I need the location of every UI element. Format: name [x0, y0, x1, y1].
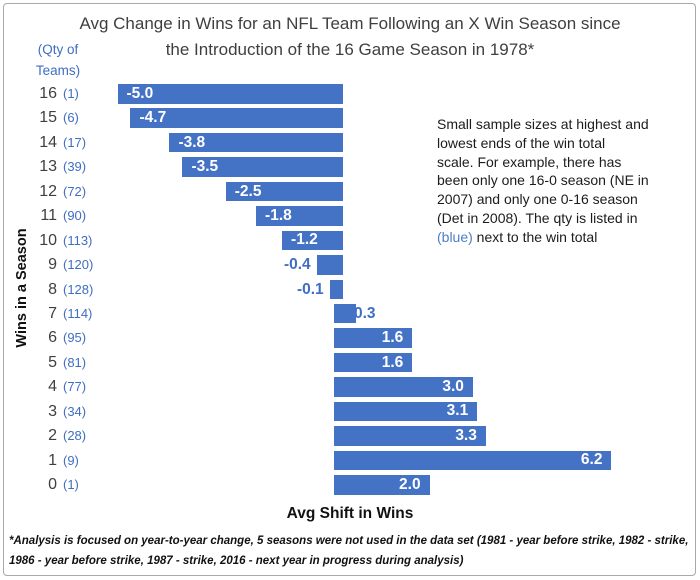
row-win-label: 2 — [48, 427, 57, 445]
row-win-label: 5 — [48, 353, 57, 371]
row-qty-label: (39) — [63, 159, 87, 175]
bar: 2.0 — [334, 475, 430, 495]
bar-value-label: -1.8 — [265, 206, 292, 224]
row-win-label: 16 — [39, 85, 57, 102]
bar: -1.2 — [282, 230, 343, 251]
footnote-line1: *Analysis is focused on year-to-year cha… — [9, 535, 689, 547]
row-qty-label: (113) — [63, 232, 93, 248]
bar-value-label: -5.0 — [126, 84, 154, 102]
row-win-label: 13 — [39, 158, 57, 176]
bar: -3.8 — [169, 132, 343, 153]
row-qty-label: (17) — [63, 134, 87, 150]
bar-value-label: -0.1 — [296, 280, 324, 298]
bar: -2.5 — [225, 181, 343, 202]
bar: 3.3 — [334, 426, 486, 446]
chart-title-line2: the Introduction of the 16 Game Season i… — [165, 40, 535, 59]
row-qty-label: (114) — [63, 305, 93, 321]
row-qty-label: (1) — [63, 86, 79, 101]
bar: 3.0 — [334, 377, 473, 397]
row-win-label: 11 — [40, 207, 57, 225]
footnote-line2: 1986 - year before strike, 1987 - strike… — [9, 555, 464, 567]
x-axis-title: Avg Shift in Wins — [286, 505, 414, 522]
annotation-line: Small sample sizes at highest and — [437, 116, 649, 132]
row-qty-label: (120) — [63, 257, 94, 273]
annotation-line: lowest ends of the win total — [437, 134, 606, 151]
row-qty-label: (9) — [63, 452, 79, 468]
annotation-line: scale. For example, there has — [437, 153, 622, 170]
row-qty-label: (72) — [63, 183, 87, 199]
bar: -4.7 — [130, 108, 343, 128]
bar-value-label: -3.5 — [191, 158, 219, 176]
row-qty-label: (128) — [63, 281, 94, 297]
bar-value-label: -2.5 — [234, 182, 262, 200]
bar-value-label: -3.8 — [178, 133, 206, 151]
bar-value-label: 1.6 — [381, 353, 404, 371]
bar — [334, 303, 356, 324]
bar: -5.0 — [117, 84, 343, 104]
annotation-line: (Det in 2008). The qty is listed in — [437, 209, 638, 226]
qty-header-line1: (Qty of — [37, 42, 79, 57]
bar: 1.6 — [334, 352, 413, 373]
bar-value-label: 3.3 — [455, 426, 477, 444]
annotation-blue-word: (blue) — [437, 228, 473, 245]
row-win-label: 7 — [48, 304, 57, 322]
row-win-label: 15 — [39, 109, 57, 127]
bar-value-label: -0.4 — [283, 256, 311, 274]
row-qty-label: (28) — [63, 428, 87, 444]
bar — [316, 255, 343, 275]
qty-header-line2: Teams) — [35, 63, 81, 78]
bar-value-label: -1.2 — [291, 231, 318, 249]
row-win-label: 4 — [48, 378, 57, 396]
row-qty-label: (1) — [63, 477, 79, 493]
row-win-label: 0 — [48, 476, 57, 494]
bar: -3.5 — [182, 157, 343, 177]
row-win-label: 8 — [48, 280, 57, 298]
annotation-line: been only one 16-0 season (NE in — [437, 172, 649, 189]
bar-value-label: 6.2 — [580, 451, 603, 469]
annotation-line: (blue) next to the win total — [437, 228, 649, 247]
row-win-label: 12 — [39, 182, 57, 200]
row-win-label: 14 — [39, 133, 57, 151]
annotation-line: 2007) and only one 0-16 season — [437, 191, 638, 208]
chart-title-line1: Avg Change in Wins for an NFL Team Follo… — [79, 14, 621, 33]
row-qty-label: (90) — [63, 208, 87, 224]
row-win-label: 10 — [39, 231, 57, 249]
bar-value-label: 3.0 — [442, 378, 464, 396]
bar-value-label: 0.3 — [353, 304, 376, 322]
annotation-text-block: Small sample sizes at highest and lowest … — [437, 115, 649, 247]
row-win-label: 3 — [48, 402, 57, 420]
row-qty-label: (81) — [63, 354, 87, 370]
bar — [329, 279, 343, 300]
row-win-label: 1 — [48, 451, 57, 469]
bar-value-label: 1.6 — [381, 329, 404, 347]
row-qty-label: (6) — [63, 110, 79, 126]
annotation-last-line-rest: next to the win total — [472, 228, 598, 245]
row-qty-label: (95) — [63, 330, 87, 346]
bar-value-label: 3.1 — [446, 402, 469, 420]
bar-value-label: -4.7 — [139, 109, 167, 127]
bar: 3.1 — [334, 401, 478, 422]
row-qty-label: (34) — [63, 403, 87, 419]
footnote: *Analysis is focused on year-to-year cha… — [9, 531, 688, 571]
row-win-label: 9 — [48, 256, 57, 274]
qty-of-teams-header: (Qty of Teams) — [20, 39, 96, 81]
row-qty-label: (77) — [63, 379, 87, 395]
bar: -1.8 — [256, 206, 343, 226]
bar: 1.6 — [334, 328, 413, 348]
row-win-label: 6 — [48, 329, 57, 347]
bar: 6.2 — [334, 450, 612, 471]
bar-value-label: 2.0 — [399, 475, 421, 493]
chart-title: Avg Change in Wins for an NFL Team Follo… — [0, 11, 700, 63]
